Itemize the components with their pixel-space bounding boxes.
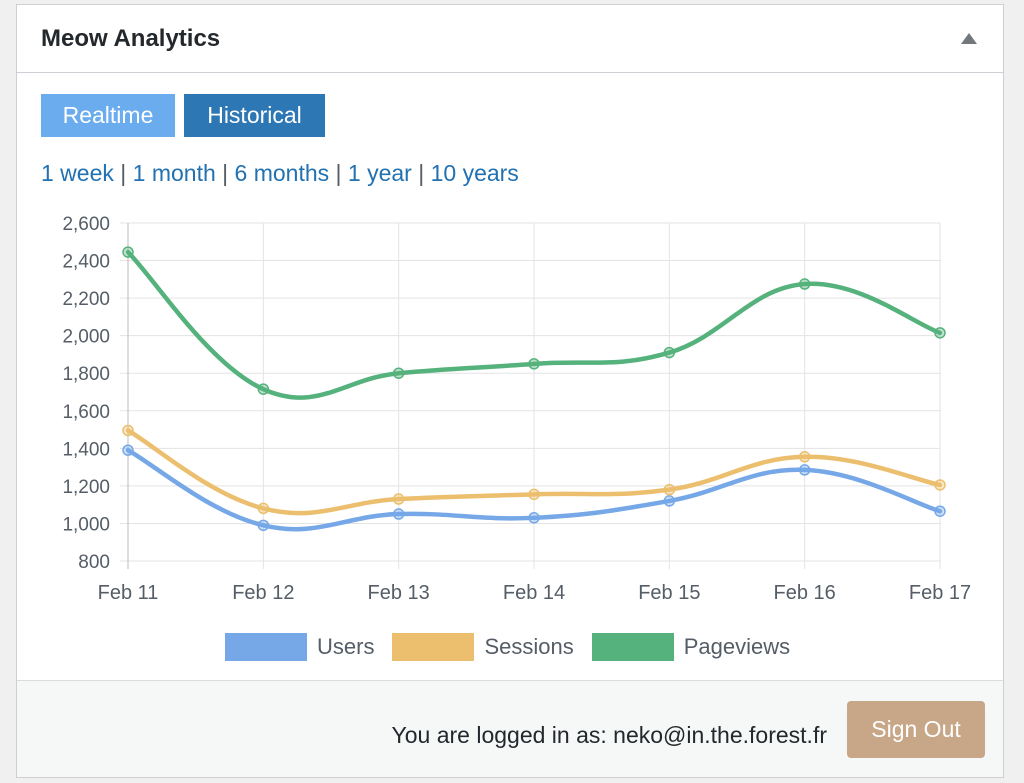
legend-item-pageviews[interactable]: Pageviews: [591, 633, 791, 661]
y-tick-label: 1,400: [62, 439, 110, 460]
widget-title: Meow Analytics: [41, 25, 221, 52]
legend-swatch-users: [225, 633, 307, 661]
y-tick-label: 1,000: [62, 514, 110, 535]
range-selector: 1 week | 1 month | 6 months | 1 year | 1…: [41, 160, 519, 187]
x-tick-label: Feb 15: [638, 582, 700, 604]
legend-label-users: Users: [317, 634, 375, 659]
x-tick-label: Feb 12: [232, 582, 294, 604]
range-6-months[interactable]: 6 months: [234, 160, 330, 186]
range-separator: |: [335, 160, 348, 186]
legend-item-sessions[interactable]: Sessions: [392, 633, 574, 661]
data-point-users: [663, 495, 676, 507]
data-point-pageviews: [257, 383, 270, 395]
y-tick-label: 2,400: [62, 252, 110, 273]
sign-out-button[interactable]: Sign Out: [847, 701, 985, 758]
collapse-arrow-icon[interactable]: [961, 33, 977, 44]
y-tick-label: 2,200: [62, 289, 110, 310]
data-point-sessions: [257, 502, 270, 515]
line-chart: 2,600 2,400 2,200 2,000 1,800 1,600 1,400 1,200…: [62, 214, 971, 604]
y-tick-label: 1,800: [62, 364, 110, 385]
x-tick-label: Feb 14: [503, 582, 565, 604]
data-point-pageviews: [934, 327, 946, 339]
data-point-sessions: [663, 483, 676, 496]
data-point-users: [257, 519, 270, 532]
analytics-widget: Meow Analytics Realtime Historical 1 wee…: [16, 4, 1004, 778]
tab-historical[interactable]: Historical: [184, 94, 325, 137]
widget-header: Meow Analytics: [17, 5, 1003, 73]
data-point-users: [798, 464, 811, 476]
chart-legend: Users Sessions Pageviews: [225, 633, 808, 661]
range-separator: |: [120, 160, 133, 186]
login-status: You are logged in as: neko@in.the.forest…: [391, 722, 828, 748]
x-tick-label: Feb 16: [774, 582, 836, 604]
x-tick-label: Feb 17: [909, 582, 971, 604]
data-point-sessions: [392, 493, 405, 505]
legend-label-pageviews: Pageviews: [683, 634, 791, 659]
series-line-pageviews: [125, 249, 943, 400]
range-1-year[interactable]: 1 year: [347, 160, 412, 186]
data-point-pageviews: [663, 346, 676, 359]
y-tick-label: 1,600: [62, 402, 110, 423]
data-point-users: [122, 444, 134, 456]
data-point-sessions: [934, 479, 946, 491]
range-separator: |: [222, 160, 235, 186]
data-point-sessions: [798, 451, 811, 463]
data-point-users: [528, 512, 540, 524]
data-point-sessions: [528, 488, 540, 501]
x-tick-label: Feb 11: [98, 582, 159, 604]
range-10-years[interactable]: 10 years: [430, 160, 519, 186]
legend-item-users[interactable]: Users: [225, 633, 374, 661]
series-line-users: [125, 447, 943, 532]
legend-swatch-sessions: [392, 633, 475, 661]
data-point-pageviews: [528, 358, 540, 370]
data-point-pageviews: [122, 246, 134, 258]
data-point-pageviews: [392, 367, 405, 379]
range-1-month[interactable]: 1 month: [132, 160, 216, 186]
data-point-pageviews: [798, 278, 811, 290]
legend-swatch-pageviews: [591, 633, 674, 661]
legend-label-sessions: Sessions: [484, 634, 574, 659]
series-line-sessions: [125, 428, 943, 516]
y-tick-label: 2,000: [62, 327, 110, 348]
data-point-users: [392, 508, 405, 520]
y-tick-label: 1,200: [62, 477, 110, 498]
y-tick-label: 800: [78, 552, 110, 573]
range-separator: |: [418, 160, 431, 186]
data-point-users: [934, 505, 946, 517]
widget-footer: You are logged in as: neko@in.the.forest…: [17, 680, 1003, 777]
data-point-sessions: [122, 424, 134, 437]
range-1-week[interactable]: 1 week: [41, 160, 114, 186]
tab-realtime[interactable]: Realtime: [41, 94, 175, 137]
x-tick-label: Feb 13: [368, 582, 430, 604]
y-tick-label: 2,600: [62, 214, 110, 235]
